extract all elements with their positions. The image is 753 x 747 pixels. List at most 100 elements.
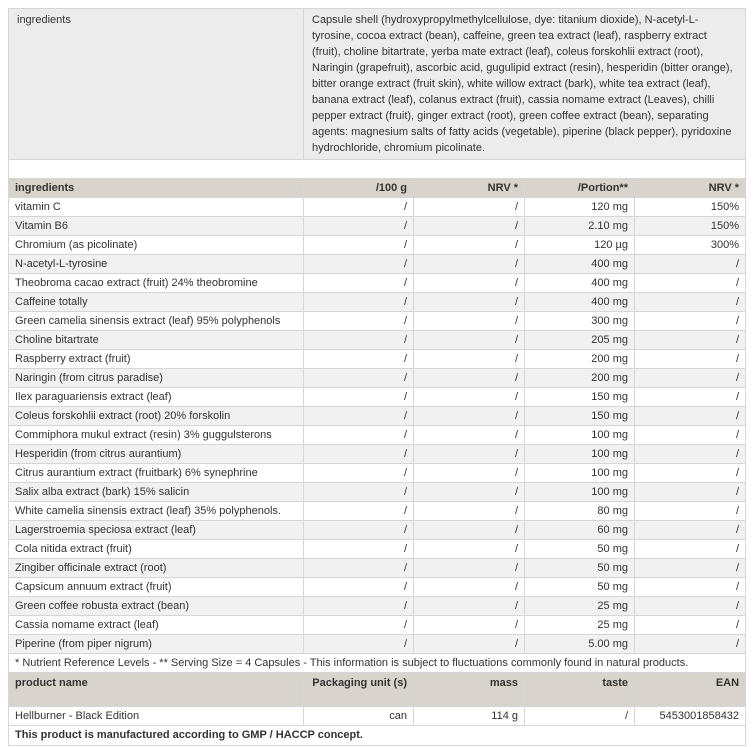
cell-per-100g: / (303, 463, 414, 483)
cell-nrv-portion: / (633, 501, 747, 521)
cell-nrv-100g: / (413, 406, 525, 426)
cell-nrv-portion: / (633, 349, 747, 369)
ean: 5453001858432 (633, 706, 747, 726)
cell-per-100g: / (303, 254, 414, 274)
cell-per-100g: / (303, 577, 414, 597)
cell-per-portion: 100 mg (524, 444, 635, 464)
cell-nrv-portion: / (633, 520, 747, 540)
cell-nrv-100g: / (413, 368, 525, 388)
cell-per-100g: / (303, 368, 414, 388)
cell-ingredient: Choline bitartrate (8, 330, 304, 350)
header-per-100g: /100 g (303, 178, 414, 198)
cell-per-portion: 200 mg (524, 368, 635, 388)
ingredients-label: ingredients (8, 8, 304, 160)
cell-ingredient: Capsicum annuum extract (fruit) (8, 577, 304, 597)
cell-nrv-100g: / (413, 349, 525, 369)
cell-nrv-100g: / (413, 596, 525, 616)
nutrient-row: Coleus forskohlii extract (root) 20% for… (8, 406, 747, 426)
cell-ingredient: Commiphora mukul extract (resin) 3% gugg… (8, 425, 304, 445)
cell-nrv-100g: / (413, 501, 525, 521)
cell-ingredient: Green coffee robusta extract (bean) (8, 596, 304, 616)
cell-per-portion: 205 mg (524, 330, 635, 350)
ingredients-text: Capsule shell (hydroxypropylmethylcellul… (302, 8, 747, 160)
cell-per-100g: / (303, 406, 414, 426)
nutrient-row: Salix alba extract (bark) 15% salicin //1… (8, 482, 747, 502)
cell-nrv-100g: / (413, 520, 525, 540)
cell-nrv-100g: / (413, 634, 525, 654)
cell-per-portion: 150 mg (524, 406, 635, 426)
cell-per-portion: 60 mg (524, 520, 635, 540)
cell-ingredient: Ilex paraguariensis extract (leaf) (8, 387, 304, 407)
cell-nrv-portion: / (633, 292, 747, 312)
cell-nrv-portion: / (633, 387, 747, 407)
cell-ingredient: Zingiber officinale extract (root) (8, 558, 304, 578)
cell-nrv-100g: / (413, 615, 525, 635)
nutrient-row: Cassia nomame extract (leaf) //25 mg / (8, 615, 747, 635)
cell-per-100g: / (303, 349, 414, 369)
cell-ingredient: Chromium (as picolinate) (8, 235, 304, 255)
cell-nrv-portion: / (633, 444, 747, 464)
cell-per-100g: / (303, 444, 414, 464)
nutrient-row: Zingiber officinale extract (root) //50 m… (8, 558, 747, 578)
cell-ingredient: Citrus aurantium extract (fruitbark) 6% … (8, 463, 304, 483)
ingredients-row: ingredients Capsule shell (hydroxypropyl… (8, 8, 747, 160)
cell-nrv-portion: / (633, 577, 747, 597)
nutrient-row: Chromium (as picolinate) //120 µg 300% (8, 235, 747, 255)
packaging-unit: can (303, 706, 414, 726)
cell-nrv-100g: / (413, 387, 525, 407)
cell-nrv-portion: / (633, 539, 747, 559)
nutrient-row: vitamin C //120 mg 150% (8, 197, 747, 217)
cell-per-100g: / (303, 634, 414, 654)
cell-nrv-portion: / (633, 596, 747, 616)
cell-per-100g: / (303, 425, 414, 445)
cell-nrv-100g: / (413, 273, 525, 293)
cell-nrv-portion: / (633, 482, 747, 502)
nutrient-row: Naringin (from citrus paradise) //200 mg / (8, 368, 747, 388)
cell-per-100g: / (303, 197, 414, 217)
nutrient-row: Choline bitartrate //205 mg / (8, 330, 747, 350)
product-table: ingredients Capsule shell (hydroxypropyl… (7, 8, 747, 746)
cell-per-portion: 400 mg (524, 254, 635, 274)
cell-per-100g: / (303, 501, 414, 521)
cell-nrv-100g: / (413, 425, 525, 445)
cell-per-100g: / (303, 520, 414, 540)
cell-ingredient: Coleus forskohlii extract (root) 20% for… (8, 406, 304, 426)
cell-nrv-portion: / (633, 330, 747, 350)
cell-nrv-100g: / (413, 254, 525, 274)
cell-nrv-portion: 150% (633, 197, 747, 217)
cell-per-portion: 300 mg (524, 311, 635, 331)
cell-per-100g: / (303, 273, 414, 293)
header-ingredients: ingredients (8, 178, 304, 198)
cell-nrv-100g: / (413, 235, 525, 255)
taste: / (524, 706, 635, 726)
cell-per-100g: / (303, 387, 414, 407)
mass: 114 g (413, 706, 525, 726)
cell-ingredient: Naringin (from citrus paradise) (8, 368, 304, 388)
cell-nrv-100g: / (413, 444, 525, 464)
nutrient-row: N-acetyl-L-tyrosine //400 mg / (8, 254, 747, 274)
nutrient-row: Ilex paraguariensis extract (leaf) //150 … (8, 387, 747, 407)
cell-nrv-portion: 300% (633, 235, 747, 255)
cell-nrv-100g: / (413, 558, 525, 578)
cell-per-portion: 120 µg (524, 235, 635, 255)
cell-nrv-portion: / (633, 254, 747, 274)
nutrient-row: Cola nitida extract (fruit) //50 mg / (8, 539, 747, 559)
cell-ingredient: Salix alba extract (bark) 15% salicin (8, 482, 304, 502)
cell-ingredient: Cola nitida extract (fruit) (8, 539, 304, 559)
cell-nrv-100g: / (413, 197, 525, 217)
product-header: product name Packaging unit (s) mass taste E… (8, 672, 747, 707)
cell-per-100g: / (303, 482, 414, 502)
cell-per-portion: 80 mg (524, 501, 635, 521)
cell-ingredient: Hesperidin (from citrus aurantium) (8, 444, 304, 464)
cell-nrv-portion: / (633, 368, 747, 388)
header-nrv-portion: NRV * (633, 178, 747, 198)
cell-per-portion: 400 mg (524, 273, 635, 293)
nutrient-row: Caffeine totally //400 mg / (8, 292, 747, 312)
nutrient-row: White camelia sinensis extract (leaf) 35… (8, 501, 747, 521)
cell-per-portion: 2.10 mg (524, 216, 635, 236)
cell-ingredient: Theobroma cacao extract (fruit) 24% theo… (8, 273, 304, 293)
nutrient-row: Raspberry extract (fruit) //200 mg / (8, 349, 747, 369)
nutrient-row: Green camelia sinensis extract (leaf) 95… (8, 311, 747, 331)
nutrient-row: Hesperidin (from citrus aurantium) //100 … (8, 444, 747, 464)
header-product-name: product name (8, 672, 304, 707)
